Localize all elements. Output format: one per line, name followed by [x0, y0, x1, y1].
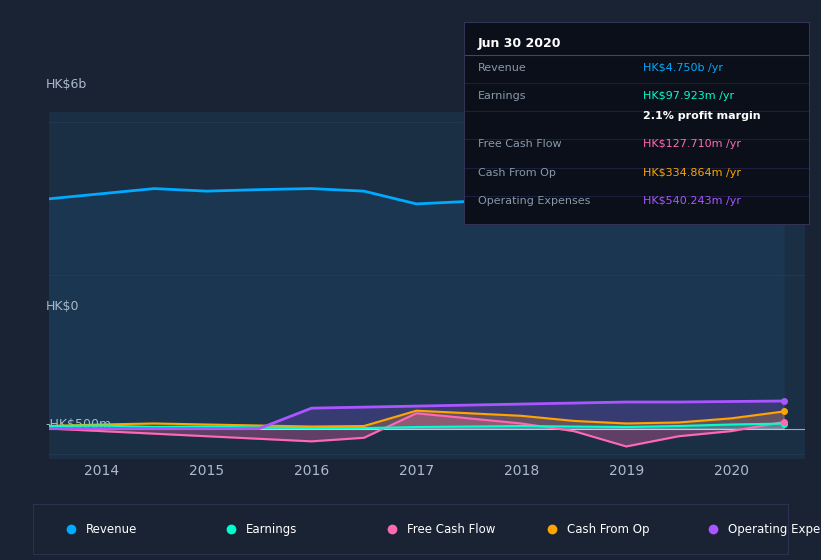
- Text: -HK$500m: -HK$500m: [45, 418, 112, 431]
- Text: HK$127.710m /yr: HK$127.710m /yr: [643, 139, 741, 150]
- Text: Cash From Op: Cash From Op: [478, 167, 556, 178]
- Text: Revenue: Revenue: [478, 63, 526, 73]
- Text: Free Cash Flow: Free Cash Flow: [406, 522, 495, 536]
- Text: Jun 30 2020: Jun 30 2020: [478, 36, 562, 49]
- Text: HK$0: HK$0: [45, 300, 79, 313]
- Text: HK$97.923m /yr: HK$97.923m /yr: [643, 91, 734, 101]
- Text: HK$334.864m /yr: HK$334.864m /yr: [643, 167, 741, 178]
- Text: Earnings: Earnings: [478, 91, 526, 101]
- Text: 2.1% profit margin: 2.1% profit margin: [643, 111, 761, 121]
- Text: Earnings: Earnings: [246, 522, 297, 536]
- Text: Cash From Op: Cash From Op: [567, 522, 649, 536]
- Text: Free Cash Flow: Free Cash Flow: [478, 139, 562, 150]
- Text: HK$4.750b /yr: HK$4.750b /yr: [643, 63, 723, 73]
- Text: Operating Expenses: Operating Expenses: [478, 196, 590, 206]
- Text: HK$6b: HK$6b: [45, 78, 87, 91]
- Text: Operating Expenses: Operating Expenses: [727, 522, 821, 536]
- Text: Revenue: Revenue: [85, 522, 137, 536]
- Text: HK$540.243m /yr: HK$540.243m /yr: [643, 196, 741, 206]
